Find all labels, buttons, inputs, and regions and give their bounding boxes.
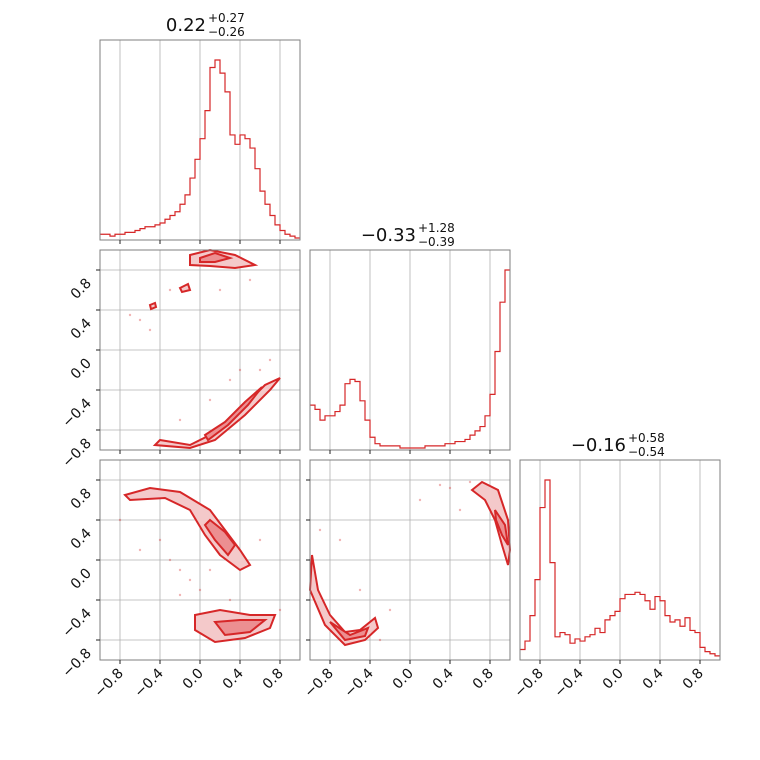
tick-layer: −0.8−0.40.00.40.8−0.8−0.8−0.4−0.40.00.00… [59,240,707,701]
title-plus: +0.58 [628,431,665,445]
scatter-point [168,288,172,292]
title-layer: 0.22 +0.27−0.26−0.33 +1.28−0.39−0.16 +0.58−… [166,11,665,459]
y-tick-label: 0.4 [68,315,95,342]
scatter-point [448,486,452,490]
histogram-param-2 [520,479,720,657]
x-tick-label: −0.8 [301,666,336,701]
scatter-point [178,593,182,597]
y-tick-label: 0.8 [68,276,95,303]
panel-title-0: 0.22 +0.27−0.26 [166,11,245,39]
x-tick-label: −0.4 [341,665,376,700]
scatter-point [378,638,382,642]
contour-fill-inner [330,622,368,640]
scatter-point [228,598,232,602]
x-tick-label: 0.0 [180,666,207,693]
contour-line-outer [194,608,277,644]
x-tick-label: 0.8 [680,666,707,693]
scatter-point [388,608,392,612]
contour-line-inner [494,509,509,546]
scatter-point [138,548,142,552]
scatter-point [458,508,462,512]
scatter-point [158,538,162,542]
scatter-point [198,588,202,592]
contour-line-inner [213,619,268,637]
scatter-point [268,358,272,362]
scatter-point [248,278,252,282]
contour-line-inner [203,386,263,442]
x-tick-label: −0.4 [551,665,586,700]
scatter-point [118,518,122,522]
contour-line-outer [308,554,380,647]
x-tick-label: 0.0 [390,666,417,693]
scatter-point [238,368,242,372]
grid-layer [100,40,701,660]
scatter-point [338,538,342,542]
contour-line-outer [189,248,259,270]
x-tick-label: 0.8 [470,666,497,693]
scatter-point [218,288,222,292]
title-median: −0.33 [361,225,416,246]
x-tick-label: 0.4 [220,665,247,692]
scatter-point [148,328,152,332]
x-tick-label: 0.0 [600,666,627,693]
x-tick-label: 0.4 [430,665,457,692]
title-minus: −0.39 [418,235,455,249]
y-tick-label: −0.8 [59,436,94,471]
title-plus: +1.28 [418,221,455,235]
y-tick-label: 0.8 [68,486,95,513]
title-plus: +0.27 [208,11,245,25]
contour-line-inner [199,251,234,263]
y-tick-label: 0.0 [68,566,95,593]
title-minus: −0.54 [628,445,665,459]
y-tick-label: −0.4 [59,395,94,430]
contour-line-inner [329,621,370,642]
contour-line-outer [123,486,252,572]
x-tick-label: −0.8 [511,666,546,701]
scatter-point [468,480,472,484]
x-tick-label: −0.4 [131,665,166,700]
scatter-point [418,498,422,502]
contour-fill-outer [310,555,378,645]
contour-line-outer [178,282,192,294]
data-layer [100,59,720,657]
y-tick-label: −0.4 [59,605,94,640]
panel-title-2: −0.16 +0.58−0.54 [571,431,665,459]
scatter-point [128,313,132,317]
contour-fill-outer [472,482,510,565]
scatter-point [318,528,322,532]
scatter-point [208,398,212,402]
scatter-point [258,368,262,372]
scatter-point [168,558,172,562]
x-tick-label: 0.4 [640,665,667,692]
histogram-param-0 [100,59,300,239]
title-median: 0.22 [166,15,206,36]
title-minus: −0.26 [208,25,245,39]
scatter-point [178,568,182,572]
contour-line-outer [470,480,512,566]
scatter-point [178,418,182,422]
contour-line-inner [203,518,237,557]
contour-fill-inner [205,520,235,555]
contour-fill-outer [125,488,250,570]
contour-fill-inner [215,620,265,635]
panel-title-1: −0.33 +1.28−0.39 [361,221,455,249]
scatter-point [138,318,142,322]
contour-fill-inner [495,510,508,545]
y-tick-label: −0.8 [59,646,94,681]
scatter-point [228,378,232,382]
x-tick-label: 0.8 [260,666,287,693]
scatter-point [258,538,262,542]
scatter-point [438,483,442,487]
scatter-point [188,578,192,582]
scatter-point [208,568,212,572]
x-tick-label: −0.8 [91,666,126,701]
title-median: −0.16 [571,435,626,456]
scatter-point [278,608,282,612]
scatter-point [358,588,362,592]
y-tick-label: 0.4 [68,525,95,552]
contour-line-outer [148,301,158,311]
y-tick-label: 0.0 [68,356,95,383]
histogram-param-1 [310,269,510,449]
